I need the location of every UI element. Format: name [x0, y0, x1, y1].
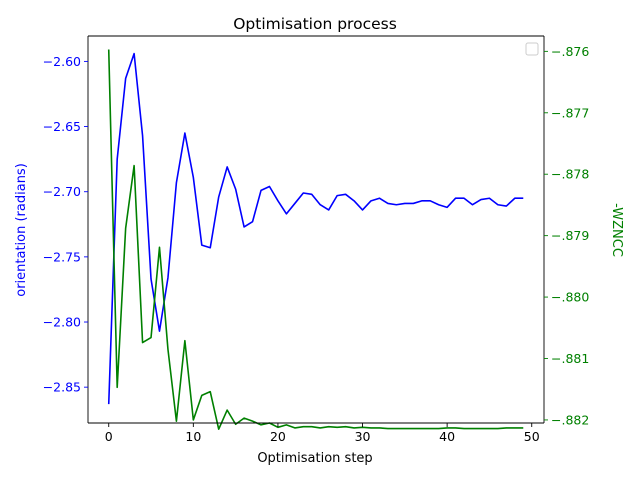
y-left-axis-title: orientation (radians) — [14, 163, 29, 297]
y-left-tick-label: −2.60 — [43, 54, 81, 69]
y-right-tick-label: −.881 — [551, 351, 589, 366]
x-tick-label: 0 — [105, 429, 113, 444]
x-tick-label: 30 — [355, 429, 371, 444]
y-right-tick-label: −.882 — [551, 412, 589, 427]
y-right-tick-label: −.878 — [551, 167, 589, 182]
y-left-tick-label: −2.70 — [43, 184, 81, 199]
chart-title: Optimisation process — [233, 15, 397, 33]
x-tick-label: 10 — [185, 429, 201, 444]
x-tick-label: 20 — [270, 429, 286, 444]
y-right-tick-label: −.879 — [551, 228, 589, 243]
y-right-tick-label: −.880 — [551, 290, 589, 305]
legend-box — [525, 42, 539, 56]
y-left-tick-label: −2.65 — [43, 119, 81, 134]
wzncc-series-line — [107, 49, 524, 430]
y-right-axis-title: -WZNCC — [609, 203, 624, 257]
x-tick-label: 50 — [524, 429, 540, 444]
y-right-tick-label: −.877 — [551, 105, 589, 120]
plot-area: 0 10 20 30 40 50 −2.60 −2.65 −2.70 −2.75 −2.80 −2.8… — [43, 35, 589, 444]
x-tick-label: 40 — [439, 429, 455, 444]
y-left-tick-label: −2.75 — [43, 249, 81, 264]
y-right-tick-label: −.876 — [551, 44, 589, 59]
y-left-tick-label: −2.85 — [43, 380, 81, 395]
x-axis-title: Optimisation step — [257, 451, 372, 466]
orientation-series-line — [107, 52, 524, 405]
y-left-tick-label: −2.80 — [43, 315, 81, 330]
